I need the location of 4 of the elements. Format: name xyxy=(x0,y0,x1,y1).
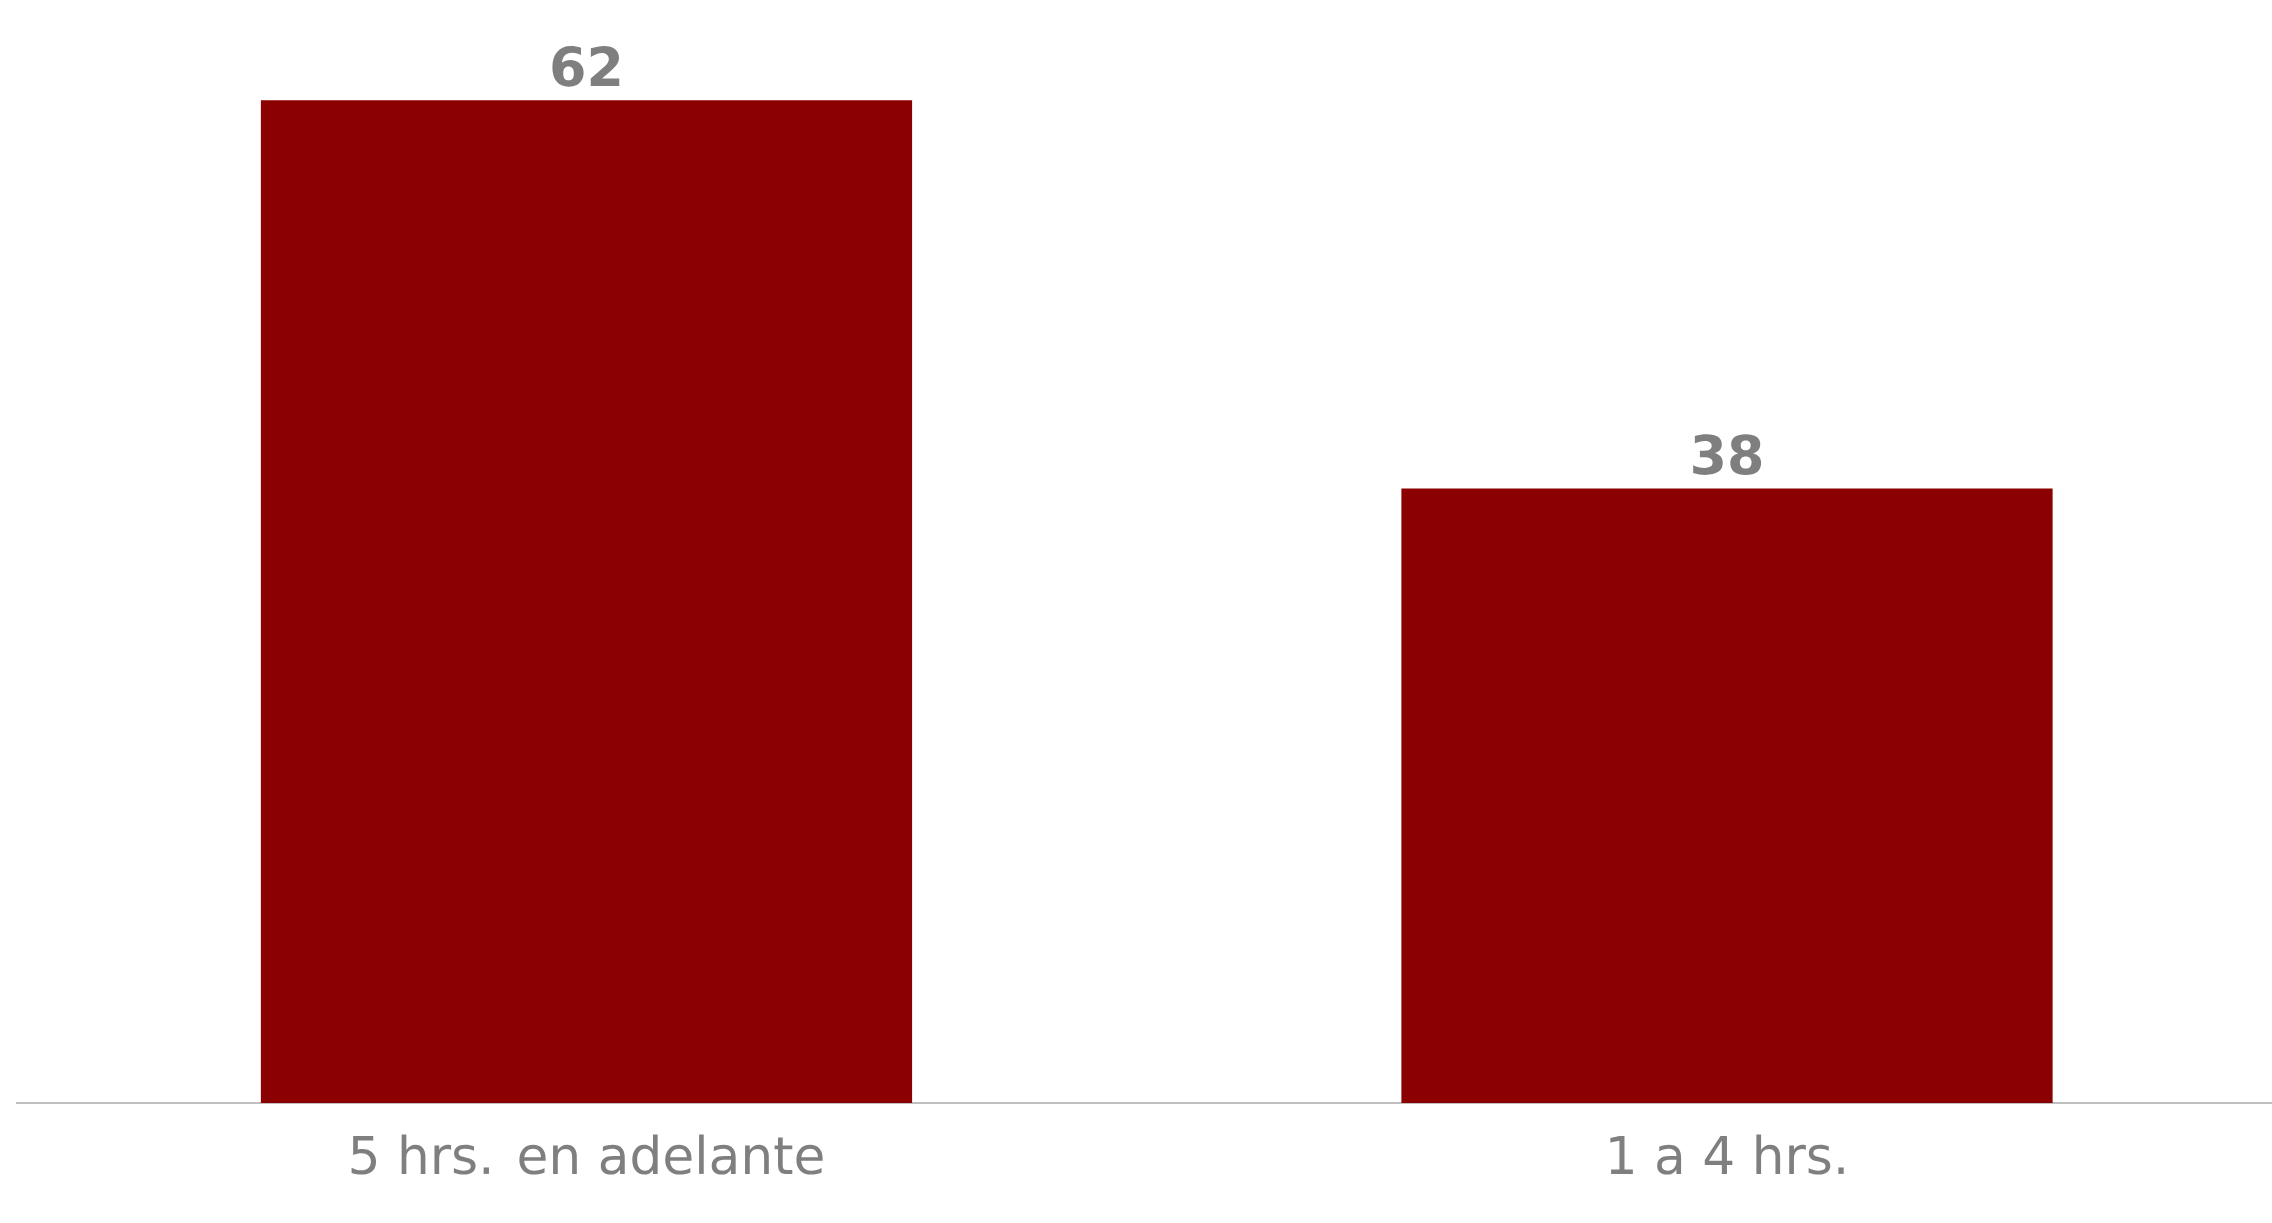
data-label: 38 xyxy=(1693,434,1762,475)
data-label: 62 xyxy=(552,46,620,87)
x-tick-label: 1 a 4 hrs. xyxy=(1610,1134,1844,1175)
x-tick-label: 5 hrs. en adelante xyxy=(351,1134,823,1175)
